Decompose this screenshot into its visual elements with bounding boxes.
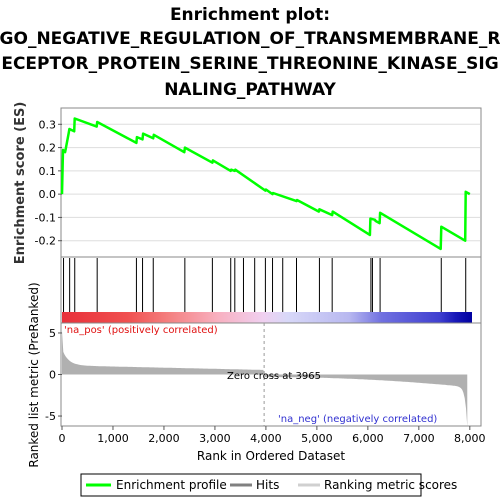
x-tick-label: 1,000 (97, 432, 129, 445)
ranked-y-ticks: 5 0 -5 (45, 327, 62, 423)
es-y-tick-label: 0.0 (39, 188, 57, 201)
es-y-axis-title: Enrichment score (ES) (13, 102, 28, 265)
legend-label-hits: Hits (256, 478, 279, 492)
x-axis: 0 1,000 2,000 3,000 4,000 5,000 6,000 7,000 8,00… (59, 426, 486, 463)
es-y-tick-label: 0.3 (39, 118, 57, 131)
legend: Enrichment profile Hits Ranking metric s… (80, 473, 457, 497)
x-axis-title: Rank in Ordered Dataset (197, 449, 345, 463)
hits-panel (60, 256, 482, 324)
title-line-4: NALING_PATHWAY (164, 80, 336, 100)
pos-annotation: 'na_pos' (positively correlated) (64, 325, 218, 336)
ranked-metric-panel: 50-5 'na_pos' (positively correlated) 'n… (27, 282, 482, 468)
title-line-1: Enrichment plot: (170, 5, 330, 25)
x-tick-label: 2,000 (148, 432, 180, 445)
x-tick-label: 4,000 (250, 432, 282, 445)
ranking-heat-band (62, 312, 472, 324)
es-y-tick-label: 0.1 (39, 165, 57, 178)
x-tick-label: 7,000 (403, 432, 435, 445)
ranked-y-tick-label: -5 (45, 410, 56, 423)
enrichment-score-panel: 0.3 0.2 0.1 0.0 -0.1 -0.2 Enrichment score (E… (13, 102, 482, 265)
title-line-2: GO_NEGATIVE_REGULATION_OF_TRANSMEMBRANE_… (0, 29, 500, 49)
zero-cross-annotation: Zero cross at 3965 (227, 371, 321, 382)
ranked-y-axis-title: Ranked list metric (PreRanked) (27, 282, 41, 467)
heat-band-bar (62, 312, 472, 324)
x-tick-label: 5,000 (301, 432, 333, 445)
es-y-tick-label: 0.2 (39, 142, 57, 155)
title-line-3: ECEPTOR_PROTEIN_SERINE_THREONINE_KINASE_… (1, 54, 498, 74)
es-gridlines (62, 123, 480, 242)
x-tick-label: 8,000 (454, 432, 486, 445)
chart-title: Enrichment plot: GO_NEGATIVE_REGULATION_… (0, 5, 500, 100)
x-tick-label: 0 (59, 432, 66, 445)
legend-label-enrichment: Enrichment profile (116, 478, 227, 492)
legend-label-ranking: Ranking metric scores (324, 478, 457, 492)
es-y-ticks: 0.3 0.2 0.1 0.0 -0.1 -0.2 (35, 118, 62, 248)
x-tick-label: 3,000 (199, 432, 231, 445)
enrichment-profile-line (60, 117, 471, 251)
x-ticks: 0 1,000 2,000 3,000 4,000 5,000 6,000 7,000 8,00… (59, 426, 486, 445)
ranked-y-tick-label: 5 (49, 327, 56, 340)
es-y-tick-label: -0.2 (35, 235, 56, 248)
es-y-tick-label: -0.1 (35, 211, 56, 224)
neg-annotation: 'na_neg' (negatively correlated) (278, 414, 437, 425)
x-tick-label: 6,000 (352, 432, 384, 445)
ranked-y-tick-label: 0 (49, 369, 56, 382)
hit-markers (63, 258, 467, 312)
ranking-metric-area (62, 331, 468, 427)
